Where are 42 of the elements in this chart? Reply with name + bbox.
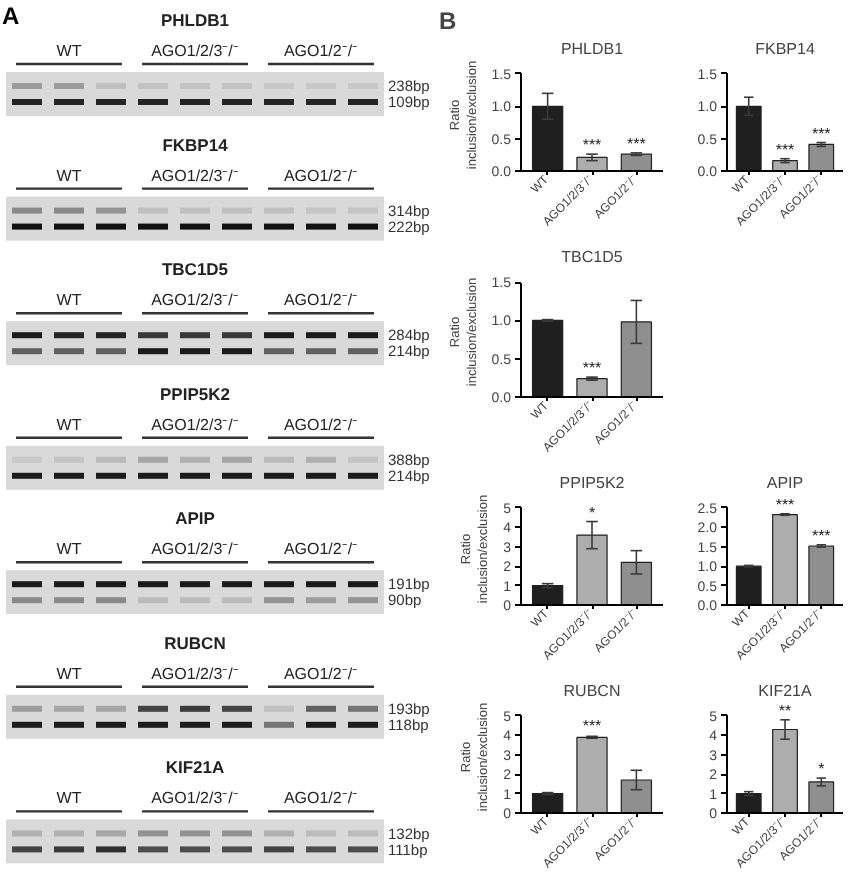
annotation: ***: [811, 526, 831, 545]
text: WT: [56, 664, 82, 683]
annotation: **: [778, 701, 792, 720]
annotation: ***: [775, 495, 795, 514]
text: A: [2, 2, 20, 30]
text: AGO1/2⁻/⁻: [283, 789, 359, 808]
text: FKBP14: [162, 134, 229, 155]
chart-title: APIP: [766, 474, 804, 492]
annotation: ***: [775, 140, 795, 159]
text: AGO1/2⁻/⁻: [283, 540, 359, 559]
annotation: *: [588, 503, 596, 522]
chart-title: PHLDB1: [560, 40, 625, 58]
text: AGO1/2⁻/⁻: [283, 291, 359, 310]
annotation: ***: [627, 134, 646, 153]
chart-title: PPIP5K2: [559, 474, 626, 492]
chart-title: TBC1D5: [561, 248, 624, 266]
annotation: *: [818, 760, 825, 779]
text: B: [439, 7, 457, 35]
text: WT: [56, 540, 82, 559]
text: AGO1/2/3⁻/⁻: [151, 291, 239, 310]
text: RUBCN: [164, 632, 226, 653]
annotation: ***: [582, 359, 602, 378]
text: AGO1/2/3⁻/⁻: [151, 789, 239, 808]
annotation: ***: [811, 124, 831, 143]
text: WT: [56, 42, 82, 60]
annotation: ***: [582, 717, 602, 736]
text: AGO1/2/3⁻/⁻: [151, 42, 239, 60]
text: PPIP5K2: [160, 383, 231, 404]
chart-title: RUBCN: [563, 682, 621, 700]
text: AGO1/2/3⁻/⁻: [151, 540, 239, 559]
text: AGO1/2⁻/⁻: [283, 664, 359, 683]
chart-title: KIF21A: [758, 682, 814, 700]
text: KIF21A: [165, 757, 225, 778]
text: WT: [56, 789, 82, 808]
text: AGO1/2⁻/⁻: [283, 42, 359, 60]
annotation: ***: [582, 136, 602, 155]
chart-title: FKBP14: [755, 40, 816, 58]
text: APIP: [175, 508, 216, 529]
text: PHLDB1: [160, 10, 230, 30]
text: AGO1/2/3⁻/⁻: [151, 664, 239, 683]
text: TBC1D5: [161, 259, 229, 280]
text: WT: [56, 291, 82, 310]
